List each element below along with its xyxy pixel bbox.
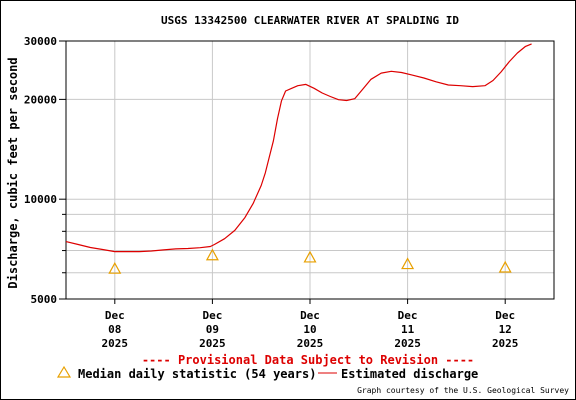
credit-note: Graph courtesy of the U.S. Geological Su… [357,386,569,395]
x-tick-label: 11 [401,323,415,336]
legend-median-label: Median daily statistic (54 years) [78,367,316,381]
y-tick-label: 30000 [24,35,57,48]
median-point [498,260,512,273]
median-point [108,261,122,274]
x-tick-label: Dec [202,309,222,322]
y-tick-label: 20000 [24,93,57,106]
x-tick-label: Dec [300,309,320,322]
x-axis-ticks: Dec082025Dec092025Dec102025Dec112025Dec1… [102,299,519,350]
x-tick-label: Dec [495,309,515,322]
x-tick-label: 2025 [102,337,129,350]
y-axis-label: Discharge, cubic feet per second [6,57,20,288]
median-markers [108,248,512,274]
gridlines [66,40,554,300]
discharge-series-line [65,43,532,253]
legend: Median daily statistic (54 years) Estima… [56,365,478,381]
x-tick-label: 10 [303,323,316,336]
legend-discharge-label: Estimated discharge [341,367,478,381]
chart-title: USGS 13342500 CLEARWATER RIVER AT SPALDI… [161,14,459,27]
x-tick-label: 12 [499,323,512,336]
median-point [303,250,317,263]
median-point [205,248,219,261]
provisional-note: ---- Provisional Data Subject to Revisio… [142,353,474,367]
x-tick-label: 2025 [394,337,421,350]
x-tick-label: 2025 [297,337,324,350]
x-tick-label: 09 [206,323,219,336]
x-tick-label: Dec [398,309,418,322]
y-tick-label: 10000 [24,193,57,206]
y-axis-ticks: 5000 10000 20000 30000 [24,35,66,306]
x-tick-label: 2025 [199,337,226,350]
x-tick-label: Dec [105,309,125,322]
x-tick-label: 08 [108,323,121,336]
y-tick-label: 5000 [31,293,58,306]
series-layer [65,43,532,253]
median-point [401,257,415,270]
x-tick-label: 2025 [492,337,519,350]
legend-median-marker [56,365,72,378]
